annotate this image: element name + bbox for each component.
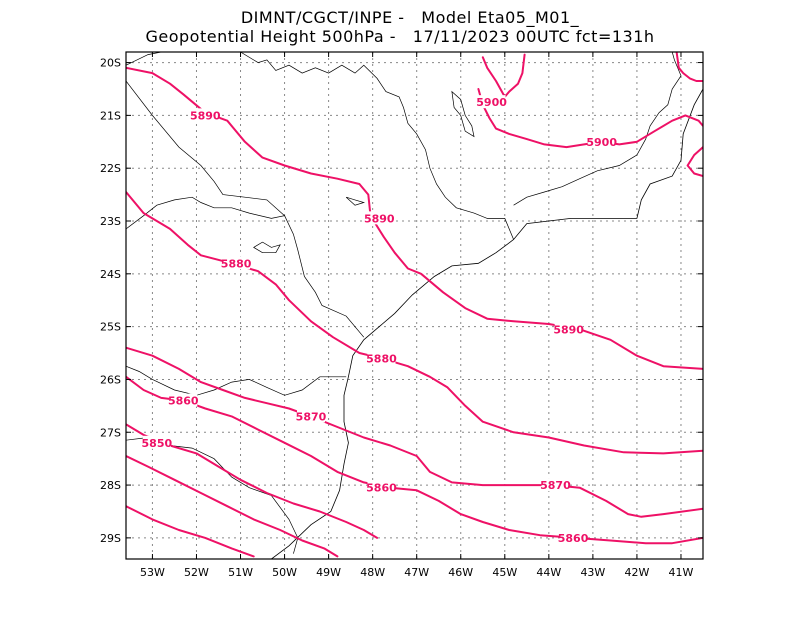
contour-label-bg: [296, 409, 325, 423]
lon-tick-label: 46W: [448, 566, 473, 579]
lon-tick-label: 44W: [536, 566, 561, 579]
contour-line-5870: [126, 346, 703, 518]
contour-label: 5900: [476, 96, 507, 109]
lon-tick-label: 51W: [228, 566, 253, 579]
contour-label: 5850: [142, 437, 173, 450]
lake-outline: [253, 241, 281, 254]
contour-line-5900: [686, 146, 703, 178]
lon-tick-label: 42W: [624, 566, 649, 579]
lake-outline: [345, 196, 366, 206]
lat-tick-label: 23S: [100, 215, 121, 228]
lat-tick-label: 26S: [100, 373, 121, 386]
state-border: [126, 52, 162, 66]
lon-tick-label: 45W: [492, 566, 517, 579]
contour-line-5900: [481, 53, 526, 98]
contour-label-bg: [477, 95, 506, 109]
state-border: [126, 196, 365, 338]
contour-label: 5870: [296, 410, 327, 423]
contour-label: 5860: [558, 532, 589, 545]
lon-tick-label: 47W: [404, 566, 429, 579]
contour-label-bg: [559, 530, 588, 544]
axis-ticks: 20S 21S 22S 23S 24S 25S 26S 27S 28S 29S 53W 52W 51W 5…: [100, 52, 703, 579]
lake-outline: [451, 90, 475, 138]
lat-tick-label: 29S: [100, 532, 121, 545]
lat-tick-label: 24S: [100, 268, 121, 281]
contour-labels: 5890 5900 5900 5890 5880 5890 5880 5860 5870 5850…: [142, 95, 617, 545]
contour-label-bg: [367, 351, 396, 365]
contour-label: 5890: [190, 109, 221, 122]
contour-label: 5900: [586, 136, 617, 149]
lon-tick-label: 50W: [272, 566, 297, 579]
title-line-1: DIMNT/CGCT/INPE - Model Eta05_M01_: [241, 8, 580, 28]
lat-tick-label: 27S: [100, 426, 121, 439]
contour-label-bg: [222, 256, 251, 270]
lon-tick-label: 52W: [184, 566, 209, 579]
plot-frame: [125, 51, 704, 560]
contour-label: 5870: [540, 479, 571, 492]
contour-label-bg: [541, 478, 570, 492]
lon-tick-label: 41W: [669, 566, 694, 579]
lat-tick-label: 20S: [100, 57, 121, 70]
contour-line-5830: [126, 505, 255, 558]
contour-label-bg: [587, 134, 616, 148]
contour-label-bg: [367, 480, 396, 494]
coastline: [152, 88, 703, 559]
lon-tick-label: 48W: [360, 566, 385, 579]
lon-tick-label: 43W: [580, 566, 605, 579]
contour-line-5840: [126, 455, 339, 558]
grid-lines: [126, 52, 703, 559]
lon-tick-label: 49W: [316, 566, 341, 579]
contour-label-bg: [142, 435, 171, 449]
lon-tick-label: 53W: [140, 566, 165, 579]
contour-line-5900: [477, 88, 703, 149]
contour-label: 5890: [364, 212, 395, 225]
state-borders: [126, 52, 703, 559]
state-border: [126, 365, 347, 396]
contour-label-bg: [365, 211, 394, 225]
contour-label: 5860: [366, 482, 397, 495]
contour-label-bg: [554, 322, 583, 336]
lat-tick-label: 25S: [100, 321, 121, 334]
contour-label-bg: [191, 108, 220, 122]
contour-label: 5880: [221, 257, 252, 270]
state-border: [513, 52, 682, 206]
lat-tick-label: 28S: [100, 479, 121, 492]
state-border: [240, 52, 514, 240]
title-line-2: Geopotential Height 500hPa - 17/11/2023 …: [145, 27, 654, 46]
contour-label: 5880: [366, 352, 397, 365]
lat-tick-label: 21S: [100, 109, 121, 122]
contour-label-bg: [169, 393, 198, 407]
lat-tick-label: 22S: [100, 162, 121, 175]
contour-line-5900: [675, 52, 703, 82]
contour-label: 5860: [168, 395, 199, 408]
contour-label: 5890: [553, 323, 584, 336]
state-border: [126, 80, 285, 216]
